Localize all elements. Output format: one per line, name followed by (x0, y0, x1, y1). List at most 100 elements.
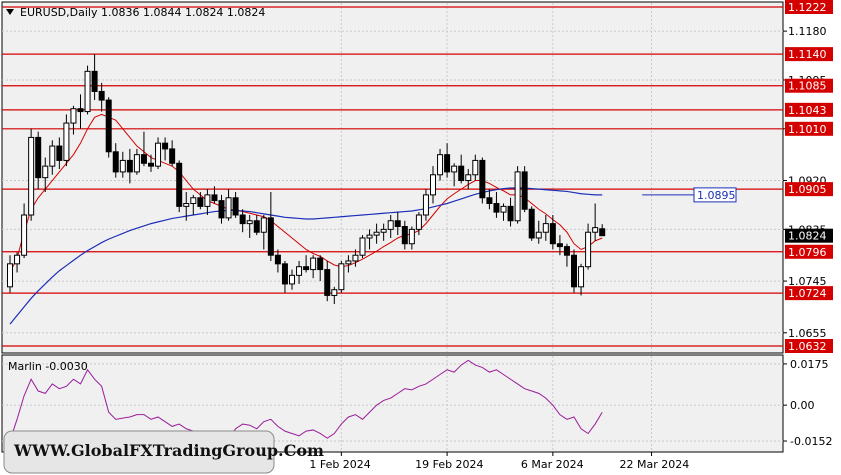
candle (592, 203, 599, 241)
level-label: 1.1085 (788, 80, 827, 93)
candle (486, 189, 493, 210)
level-label-box (785, 102, 833, 117)
candle (437, 148, 444, 181)
candle (303, 255, 310, 273)
candle (253, 214, 260, 236)
candle (585, 223, 592, 270)
candle-body-down (91, 70, 98, 92)
candle (126, 148, 133, 184)
candle (373, 223, 380, 244)
candle-body-down (556, 243, 563, 248)
candle-body-down (599, 228, 606, 237)
oscillator-line (9, 359, 603, 442)
indicator-axis-ticks: 0.0175 0.00 -0.0152 (783, 358, 832, 448)
candle-body-up (14, 254, 21, 265)
candle-body-down (394, 220, 401, 227)
candle (317, 255, 324, 282)
candle (239, 209, 246, 233)
candle-body-up (260, 217, 267, 233)
ma-slow-line (9, 187, 603, 325)
candle-body-up (500, 205, 507, 213)
candle-body-up (289, 274, 295, 285)
candle (493, 192, 500, 218)
candle (176, 160, 183, 213)
price-panel[interactable] (1, 1, 784, 354)
candle-body-down (176, 162, 183, 207)
candle-body-up (63, 122, 70, 161)
candle (289, 269, 295, 290)
candle-body-down (267, 217, 274, 256)
candle (444, 143, 451, 178)
candle-body-up (415, 214, 422, 230)
candle (465, 169, 472, 190)
candle (133, 148, 140, 175)
candle (281, 260, 288, 293)
level-label-box (785, 182, 833, 197)
candle (56, 137, 63, 170)
candle (359, 235, 366, 259)
level-label-box (785, 339, 833, 353)
candle (267, 192, 274, 261)
level-label: 1.1010 (788, 123, 827, 136)
candle-body-up (133, 154, 140, 173)
candle (155, 137, 162, 170)
candle (84, 65, 91, 115)
candle (415, 212, 422, 236)
candle-body-up (352, 254, 359, 262)
candle (563, 243, 570, 267)
candle-body-down (35, 136, 42, 179)
candle-body-down (317, 257, 324, 271)
candle (260, 214, 267, 250)
candle-body-up (84, 70, 91, 113)
candle (35, 131, 42, 190)
candle-body-up (373, 231, 380, 236)
candle-body-down (486, 197, 493, 205)
time-axis-ticks: 1 Feb 2024 19 Feb 2024 6 Mar 2024 22 Mar 20… (309, 452, 689, 471)
candle (394, 212, 401, 236)
candle (274, 249, 281, 273)
level-label: 1.1222 (788, 1, 827, 14)
candle (451, 163, 458, 187)
candle (542, 214, 549, 241)
candle-body-up (183, 203, 190, 207)
candle-body-down (571, 254, 577, 288)
candle-body-down (211, 194, 218, 202)
candle (197, 192, 204, 210)
candle-body-down (493, 203, 500, 213)
candle-body-down (148, 162, 154, 167)
candle (218, 194, 225, 224)
candle-body-up (310, 257, 317, 271)
candle (49, 140, 56, 175)
candle-body-down (521, 171, 528, 210)
candle (77, 94, 84, 129)
candle-body-down (324, 269, 331, 296)
candle (162, 137, 169, 161)
candle-body-up (451, 165, 458, 173)
candle-body-up (422, 194, 429, 216)
candle-body-up (366, 234, 373, 239)
candle-body-up (437, 154, 444, 176)
ma-slow-label: 1.0895 (697, 189, 736, 202)
candle-body-down (98, 90, 105, 101)
candle (345, 255, 352, 273)
level-label: 1.0724 (788, 287, 827, 300)
candle (549, 214, 556, 250)
candle-body-up (225, 197, 232, 219)
candle-body-up (246, 220, 253, 225)
ma-slow-label-box (693, 187, 737, 203)
candle (380, 223, 387, 241)
candle-body-down (479, 159, 486, 199)
candle-body-up (465, 174, 472, 182)
indicator-tick-label: 0.0175 (790, 358, 829, 371)
candle (324, 260, 331, 302)
candle-body-down (169, 148, 176, 164)
candle-body-down (56, 145, 63, 161)
candle-body-down (162, 142, 169, 150)
candle (599, 224, 606, 237)
dropdown-arrow-icon[interactable] (6, 9, 14, 15)
level-label: 1.0905 (788, 183, 827, 196)
price-tick-label: 1.1180 (788, 25, 827, 38)
candle (535, 220, 542, 244)
time-tick-label: 22 Mar 2024 (620, 458, 690, 471)
